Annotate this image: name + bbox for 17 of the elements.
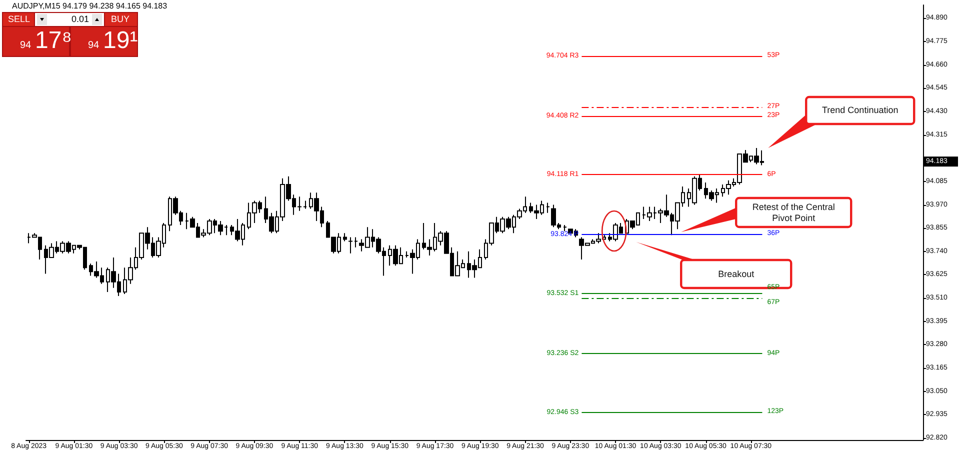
annotation: Breakout <box>718 268 754 278</box>
annotation: Retest of the Central Pivot Point <box>751 200 836 224</box>
annotation: 19¹ <box>103 27 138 54</box>
candlestick <box>354 236 358 248</box>
annotation: 17⁸ <box>35 27 72 54</box>
candlestick <box>546 202 550 214</box>
annotation: 94 <box>88 40 100 51</box>
candlestick <box>343 232 347 242</box>
candlestick <box>563 224 567 232</box>
chart-title: AUDJPY,M15 94.179 94.238 94.165 94.183 <box>12 2 168 10</box>
annotation: SELL <box>8 14 30 24</box>
candlestick <box>303 200 307 210</box>
candlestick <box>348 236 353 254</box>
annotation: 94 <box>20 40 32 51</box>
annotation: Trend Continuation <box>821 104 900 117</box>
annotation: 0.01 <box>71 14 89 24</box>
annotation: BUY <box>111 14 130 24</box>
